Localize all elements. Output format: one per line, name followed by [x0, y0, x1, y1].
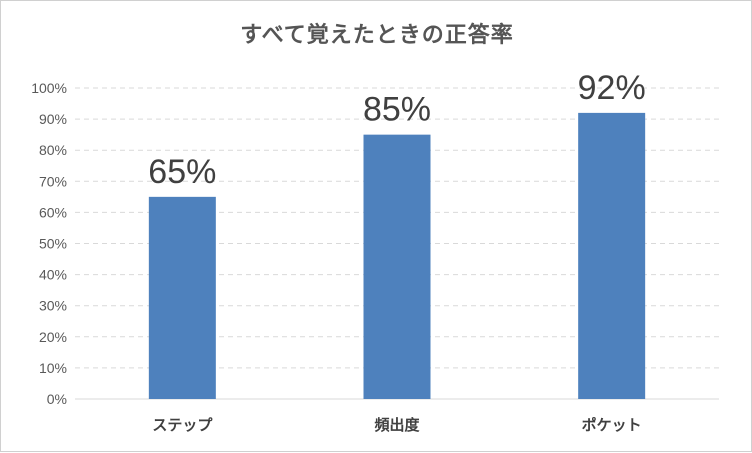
- chart-title: すべて覚えたときの正答率: [240, 23, 514, 48]
- bar: [578, 112, 646, 399]
- y-tick-label: 0%: [47, 391, 67, 407]
- y-tick-label: 90%: [39, 111, 67, 127]
- y-tick-label: 10%: [39, 360, 67, 376]
- data-label: 92%: [578, 69, 646, 107]
- bar: [148, 196, 216, 399]
- bar: [363, 134, 431, 399]
- y-tick-label: 20%: [39, 329, 67, 345]
- data-label: 85%: [363, 91, 431, 129]
- x-category-label: ステップ: [152, 416, 213, 434]
- y-tick-label: 30%: [39, 298, 67, 314]
- y-tick-label: 70%: [39, 173, 67, 189]
- y-tick-label: 80%: [39, 142, 67, 158]
- y-tick-label: 60%: [39, 204, 67, 220]
- y-tick-label: 40%: [39, 267, 67, 283]
- x-category-label: ポケット: [582, 416, 642, 434]
- x-category-label: 頻出度: [374, 416, 420, 434]
- data-label: 65%: [148, 153, 216, 191]
- y-tick-label: 100%: [31, 80, 67, 96]
- y-tick-label: 50%: [39, 236, 67, 252]
